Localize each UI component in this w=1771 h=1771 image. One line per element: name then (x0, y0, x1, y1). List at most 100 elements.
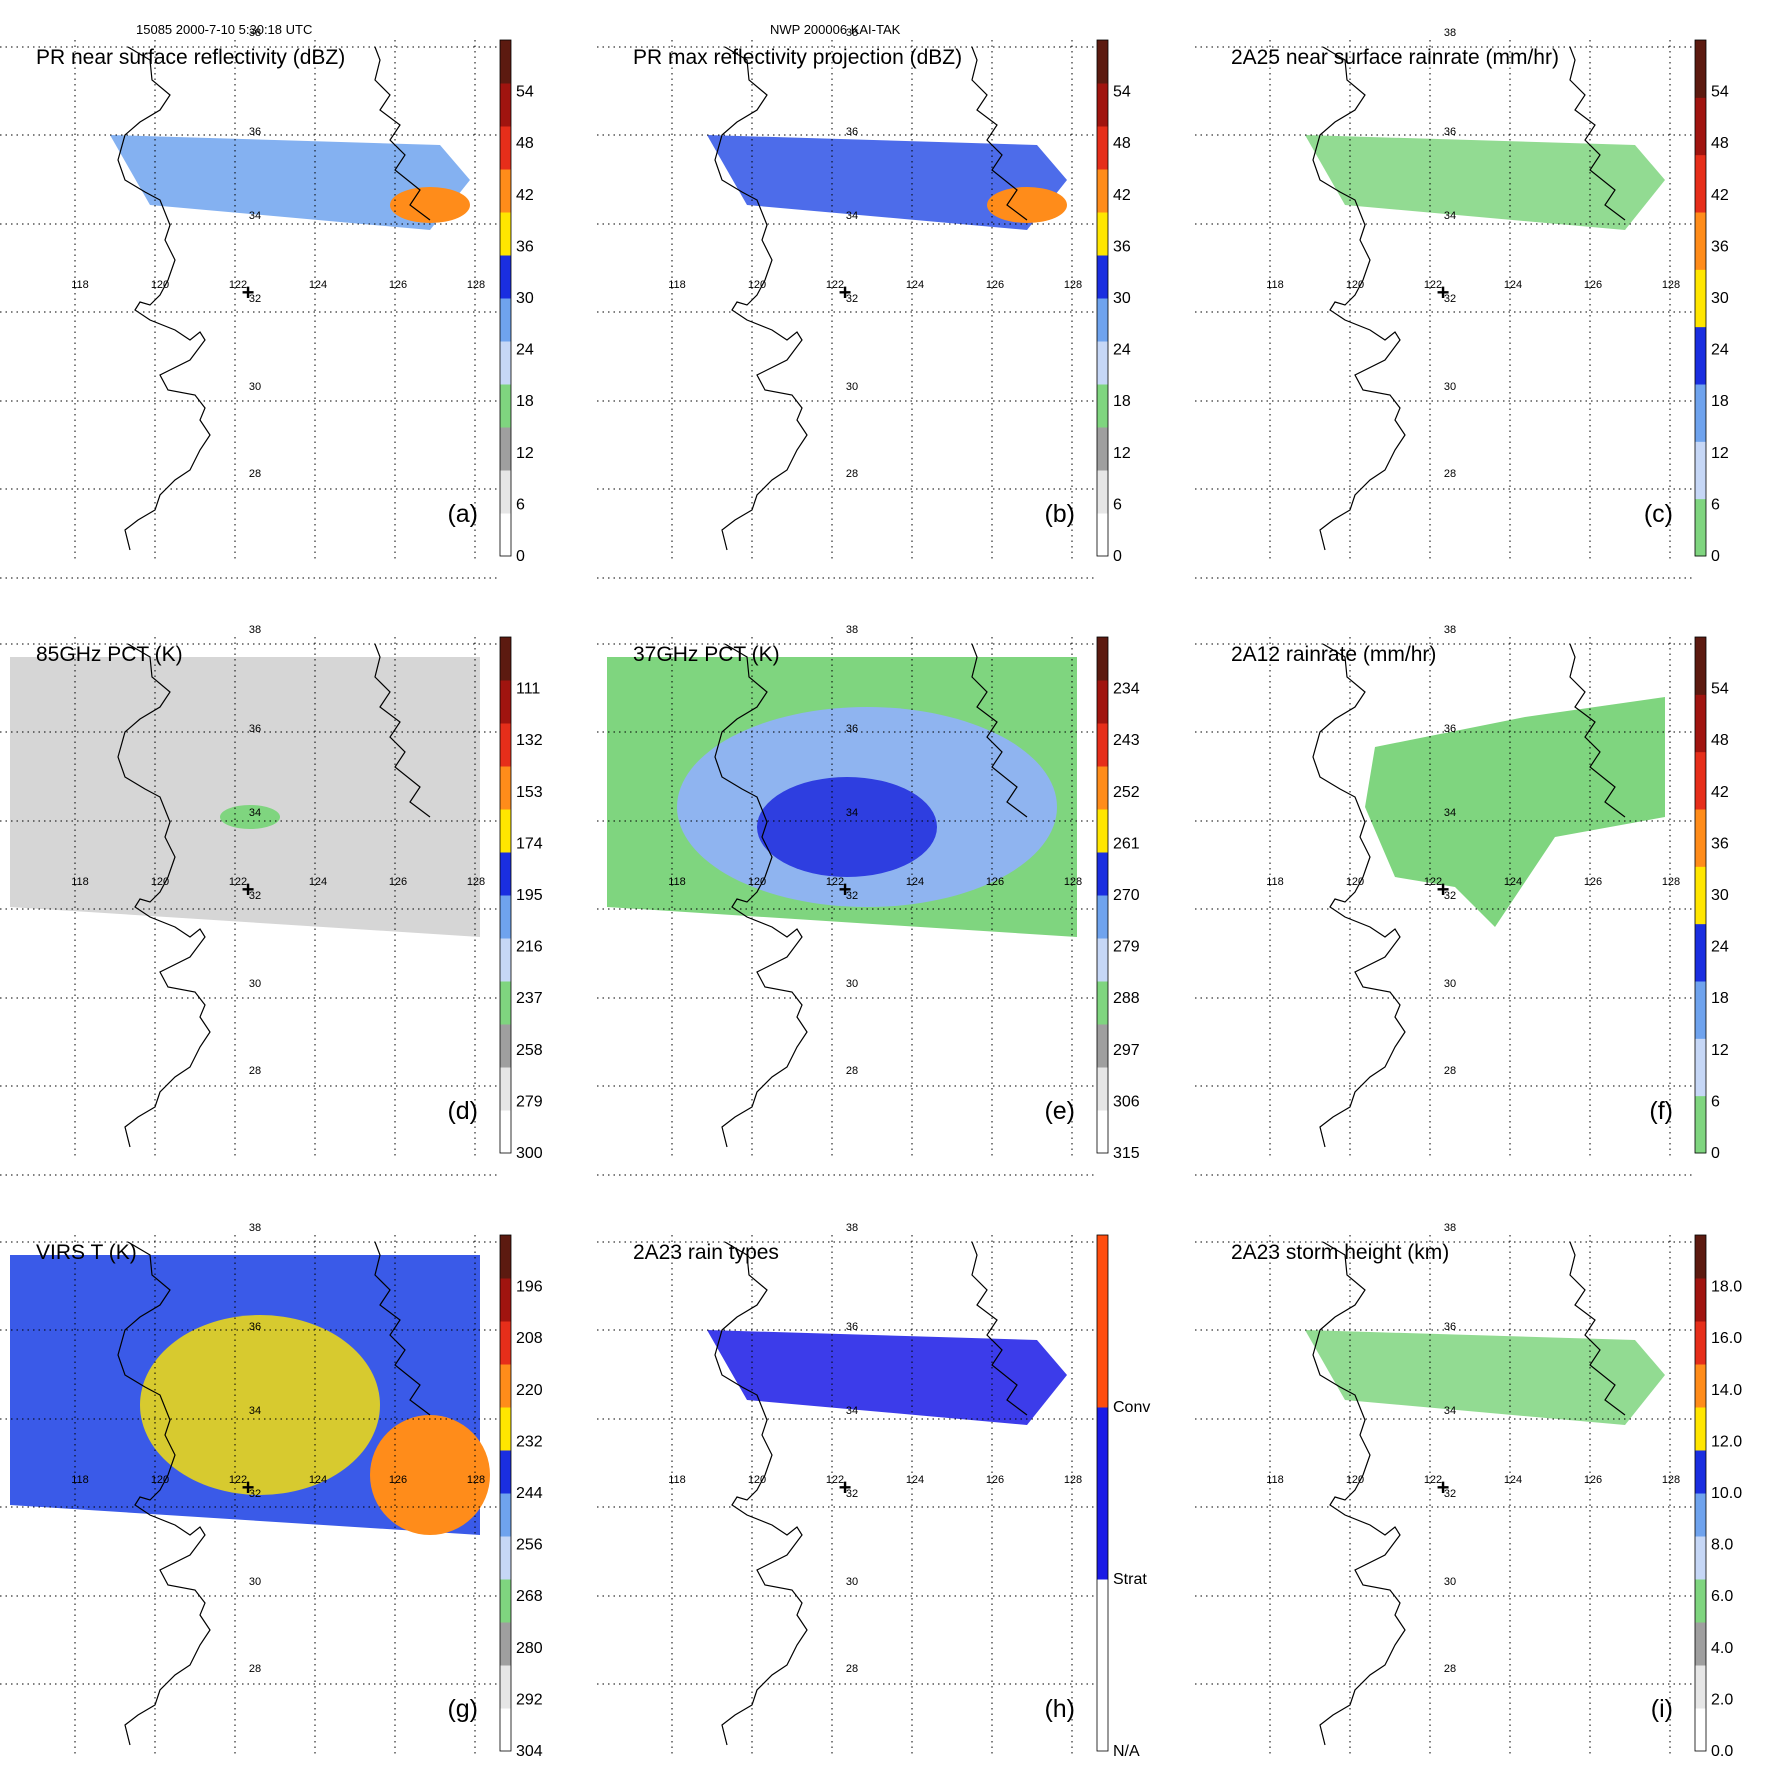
colorbar-label: 42 (516, 187, 534, 204)
colorbar-label: 54 (1113, 84, 1131, 101)
panel-title: PR max reflectivity projection (dBZ) (633, 46, 962, 69)
colorbar-segment (1097, 1110, 1108, 1154)
lat-label: 28 (846, 1065, 858, 1077)
center-marker: + (242, 877, 255, 902)
panel-i: 118 120 122 124 126 128 38 36 34 32 30 28 +2A23 stor… (1195, 1222, 1742, 1760)
swath-core (370, 1415, 490, 1535)
colorbar-segment (1097, 470, 1108, 514)
colorbar-label: 268 (516, 1588, 543, 1605)
coastline (1312, 643, 1626, 1148)
colorbar-segment (1097, 513, 1108, 557)
lon-label: 118 (668, 1474, 686, 1486)
colorbar-label: 12.0 (1711, 1433, 1742, 1450)
colorbar-label: 54 (1711, 84, 1729, 101)
colorbar-segment (1097, 384, 1108, 428)
colorbar-frame (1096, 1234, 1109, 1752)
colorbar-segment (500, 513, 511, 557)
colorbar-label: 24 (1711, 342, 1729, 359)
lat-label: 30 (1444, 978, 1456, 990)
colorbar-segment (500, 1024, 511, 1068)
colorbar-segment (1695, 751, 1706, 810)
colorbar-label: 54 (1711, 681, 1729, 698)
lon-label: 126 (986, 279, 1004, 291)
colorbar-label: 252 (1113, 784, 1140, 801)
lat-label: 32 (1444, 890, 1456, 902)
lat-label: 38 (846, 27, 858, 39)
colorbar-label: 10.0 (1711, 1485, 1742, 1502)
colorbar-label: 48 (516, 135, 534, 152)
swath-region (1365, 697, 1665, 927)
panel-tag: (b) (1044, 500, 1075, 528)
lon-label: 124 (906, 1474, 924, 1486)
colorbar-label: 279 (1113, 939, 1140, 956)
panel-tag: (a) (447, 500, 478, 528)
colorbar-segment (500, 1665, 511, 1709)
colorbar-segment (500, 427, 511, 471)
lat-label: 28 (846, 1663, 858, 1675)
colorbar-label: 216 (516, 939, 543, 956)
lon-label: 128 (467, 876, 485, 888)
lat-label: 34 (1444, 807, 1456, 819)
lat-label: 34 (249, 807, 261, 819)
lat-label: 34 (249, 210, 261, 222)
swath-region (110, 135, 470, 230)
swath-region (707, 135, 1067, 230)
colorbar-segment (1097, 427, 1108, 471)
panel-d: 118 120 122 124 126 128 38 36 34 32 30 28 +85GHz PCT… (0, 624, 543, 1176)
colorbar-segment (1695, 1095, 1706, 1154)
panel-tag: (f) (1649, 1097, 1673, 1125)
colorbar-label: 232 (516, 1433, 543, 1450)
colorbar-segment (500, 40, 511, 84)
colorbar-segment (1097, 766, 1108, 810)
panel-tag: (g) (447, 1695, 478, 1723)
colorbar-label: 6.0 (1711, 1588, 1733, 1605)
colorbar-label: 18.0 (1711, 1279, 1742, 1296)
colorbar-segment (500, 1579, 511, 1623)
colorbar-label: 36 (1711, 835, 1729, 852)
colorbar-segment (1695, 1364, 1706, 1408)
lon-label: 118 (1266, 876, 1284, 888)
colorbar-label: 18 (1711, 393, 1729, 410)
panel-title: 2A25 near surface rainrate (mm/hr) (1231, 46, 1559, 69)
colorbar-segment (1695, 809, 1706, 867)
panel-title: 2A23 storm height (km) (1231, 1241, 1449, 1264)
colorbar-segment (500, 1364, 511, 1408)
lon-label: 128 (467, 279, 485, 291)
lat-label: 30 (846, 381, 858, 393)
lat-label: 28 (249, 1663, 261, 1675)
colorbar-label: 8.0 (1711, 1537, 1733, 1554)
colorbar-segment (500, 1536, 511, 1580)
colorbar-label: 279 (516, 1093, 543, 1110)
colorbar-segment (1695, 694, 1706, 753)
colorbar-segment (1097, 723, 1108, 767)
colorbar-segment (1695, 981, 1706, 1039)
lon-label: 120 (1346, 876, 1364, 888)
colorbar-segment (500, 852, 511, 896)
colorbar-segment (500, 1278, 511, 1322)
colorbar-label: 258 (516, 1042, 543, 1059)
coastline (1312, 1241, 1626, 1746)
colorbar-segment (1097, 298, 1108, 342)
coastline (714, 1241, 1028, 1746)
colorbar-label: 220 (516, 1382, 543, 1399)
panel-title: 37GHz PCT (K) (633, 643, 780, 666)
lon-label: 124 (1504, 1474, 1522, 1486)
colorbar-label: 304 (516, 1743, 543, 1760)
lon-label: 122 (826, 1474, 844, 1486)
coastline (117, 1241, 431, 1746)
colorbar-segment (500, 766, 511, 810)
colorbar-frame (1694, 39, 1707, 557)
colorbar-label: Conv (1113, 1399, 1150, 1416)
panel-e: 118 120 122 124 126 128 38 36 34 32 30 28 +37GHz PCT… (597, 624, 1140, 1176)
lon-label: 118 (71, 279, 89, 291)
colorbar-segment (1695, 326, 1706, 385)
colorbar-segment (500, 809, 511, 853)
colorbar-label: 244 (516, 1485, 543, 1502)
colorbar-segment (500, 1450, 511, 1494)
lon-label: 122 (229, 279, 247, 291)
colorbar-segment (500, 126, 511, 170)
lon-label: 122 (229, 876, 247, 888)
lon-label: 128 (1662, 876, 1680, 888)
colorbar-label: 237 (516, 990, 543, 1007)
lat-label: 34 (846, 1405, 858, 1417)
